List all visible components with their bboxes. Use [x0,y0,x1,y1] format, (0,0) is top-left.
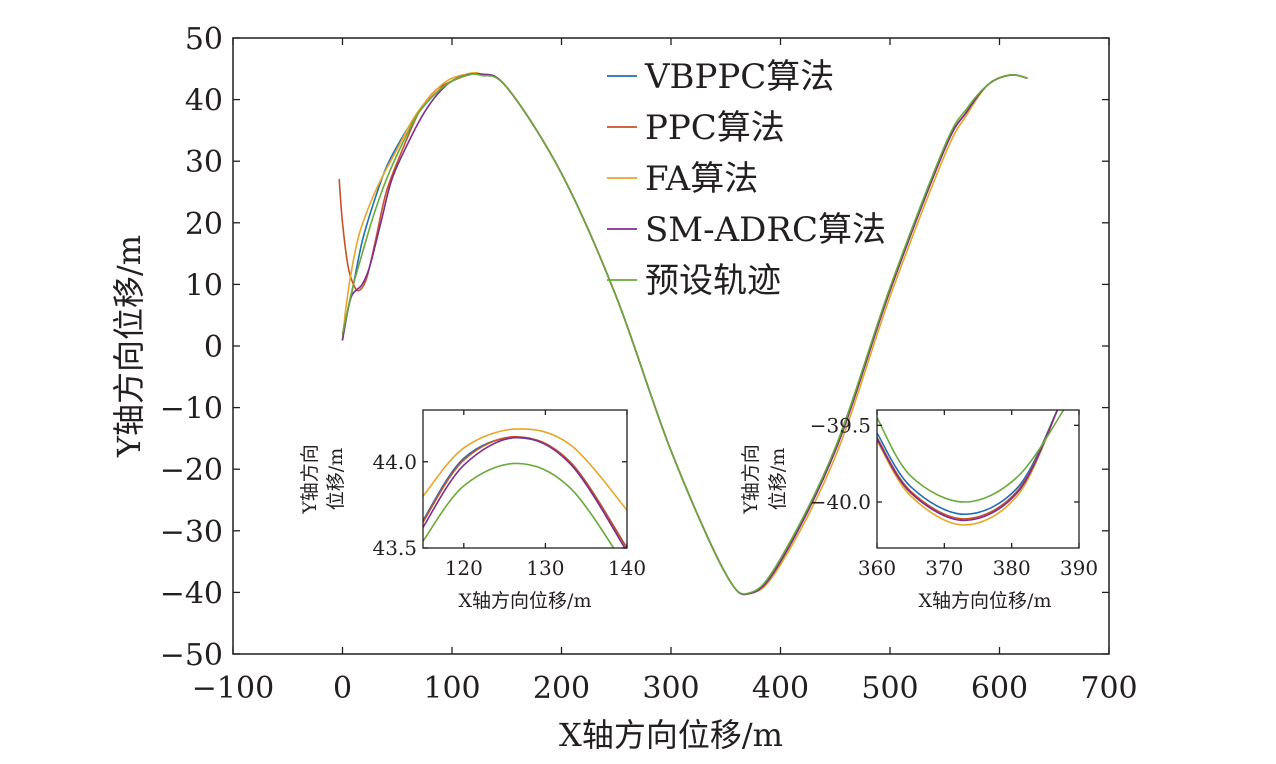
right-inset-x-tick-label: 370 [925,556,963,580]
main-y-tick-label: −50 [160,638,223,673]
main-x-tick-label: 200 [533,671,590,706]
right-inset-bg [877,410,1079,548]
legend-label-1: PPC算法 [645,108,785,148]
right-inset-ticks-group: 360 370 380 390 −40.0 −39.5 [810,410,1098,580]
left-inset-frame [422,409,628,549]
right-inset-series-2-line [877,410,1059,526]
main-y-tick-label: 40 [185,84,223,119]
left-inset-x-tick-label: 140 [608,556,646,580]
left-inset-x-tick-label: 130 [526,556,564,580]
main-x-tick-label: 500 [861,671,918,706]
left-inset-y-axis-title-line2: 位移/m [325,448,347,510]
main-y-axis-title: Y轴方向位移/m [110,235,148,458]
main-y-tick-label: −30 [160,515,223,550]
left-inset-series-1-line [423,435,627,548]
main-y-tick-label: −10 [160,392,223,427]
main-series-group [338,72,1028,596]
legend-label-4: 预设轨迹 [645,261,781,301]
main-x-tick-label: 100 [423,671,480,706]
left-inset-y-tick-label: 43.5 [372,536,417,560]
main-y-tick-label: 50 [185,22,223,57]
main-y-tick-label: 10 [185,268,223,303]
main-x-tick-label: 700 [1080,671,1137,706]
right-inset-x-axis-title: X轴方向位移/m [919,590,1052,612]
main-x-tick-label: 300 [642,671,699,706]
left-inset-series-4-line [423,462,615,548]
right-inset-series-4-line [877,410,1065,503]
right-inset-y-tick-label: −39.5 [810,413,871,437]
left-inset-series-group [423,428,627,548]
right-inset-x-tick-label: 380 [993,556,1031,580]
main-y-tick-label: 20 [185,207,223,242]
legend-label-3: SM-ADRC算法 [645,210,886,250]
left-inset-y-tick-label: 44.0 [372,450,417,474]
right-inset-x-tick-label: 390 [1060,556,1098,580]
left-inset-x-tick-label: 120 [445,556,483,580]
right-inset-y-axis-title-line1: Y轴方向 [740,444,762,515]
main-y-tick-label: 0 [204,330,223,365]
right-inset-series-group [877,410,1065,526]
left-inset-series-2-line [423,428,627,511]
left-inset-x-axis-title: X轴方向位移/m [459,590,592,612]
right-inset-series-3-line [877,410,1059,522]
main-x-tick-label: −100 [192,671,274,706]
right-inset-frame [876,409,1080,549]
main-y-tick-label: 30 [185,145,223,180]
left-inset-bg [423,410,627,548]
main-x-tick-label: 400 [752,671,809,706]
main-y-tick-label: −20 [160,453,223,488]
left-inset-series-3-line [423,436,626,548]
legend-label-2: FA算法 [645,159,758,199]
left-inset-ticks-group: 120 130 140 43.5 44.0 [372,410,646,580]
left-inset-y-axis-title-line1: Y轴方向 [299,444,321,515]
main-y-tick-label: −40 [160,576,223,611]
main-x-axis-title: X轴方向位移/m [559,716,783,754]
main-x-tick-label: 0 [333,671,352,706]
right-inset-y-axis-title-line2: 位移/m [767,448,789,510]
main-ticks-group: −100 0 100 200 300 400 500 600 700−50−40−30−20−1… [160,22,1138,706]
right-inset-x-tick-label: 360 [858,556,896,580]
main-series-4-line [341,73,1028,595]
main-x-tick-label: 600 [971,671,1028,706]
legend-label-0: VBPPC算法 [644,57,834,97]
right-inset-y-tick-label: −40.0 [810,490,871,514]
